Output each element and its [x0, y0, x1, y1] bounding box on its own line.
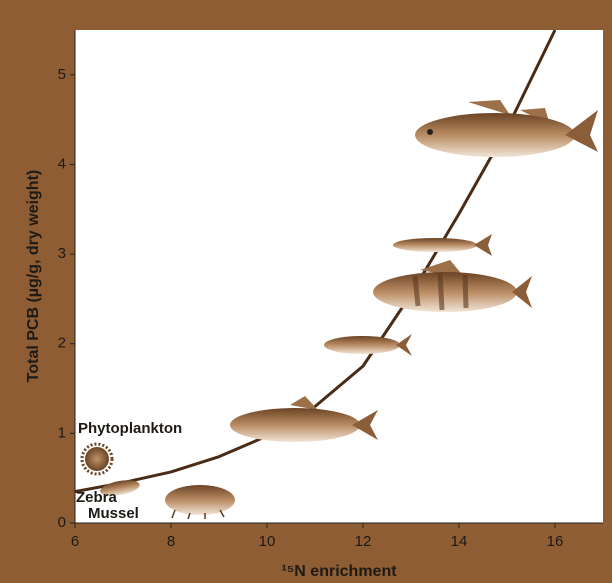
annotation: Mussel [88, 505, 139, 522]
y-tick-label: 2 [58, 335, 66, 352]
x-tick-label: 6 [71, 533, 79, 550]
plot-area [75, 30, 603, 523]
x-tick-label: 8 [167, 533, 175, 550]
x-tick-label: 16 [547, 533, 564, 550]
x-tick-label: 14 [451, 533, 468, 550]
chart: ¹⁵N enrichment Total PCB (µg/g, dry weig… [0, 0, 612, 583]
y-axis-label: Total PCB (µg/g, dry weight) [25, 170, 42, 382]
annotation: Phytoplankton [78, 420, 182, 437]
y-tick-label: 4 [58, 155, 66, 172]
annotation: Zebra [76, 489, 118, 506]
y-tick-label: 5 [58, 66, 66, 83]
x-axis-label: ¹⁵N enrichment [281, 563, 397, 580]
y-tick-label: 3 [58, 245, 66, 262]
y-tick-label: 0 [58, 514, 66, 531]
x-tick-label: 12 [355, 533, 372, 550]
y-tick-label: 1 [58, 424, 66, 441]
x-tick-label: 10 [259, 533, 276, 550]
